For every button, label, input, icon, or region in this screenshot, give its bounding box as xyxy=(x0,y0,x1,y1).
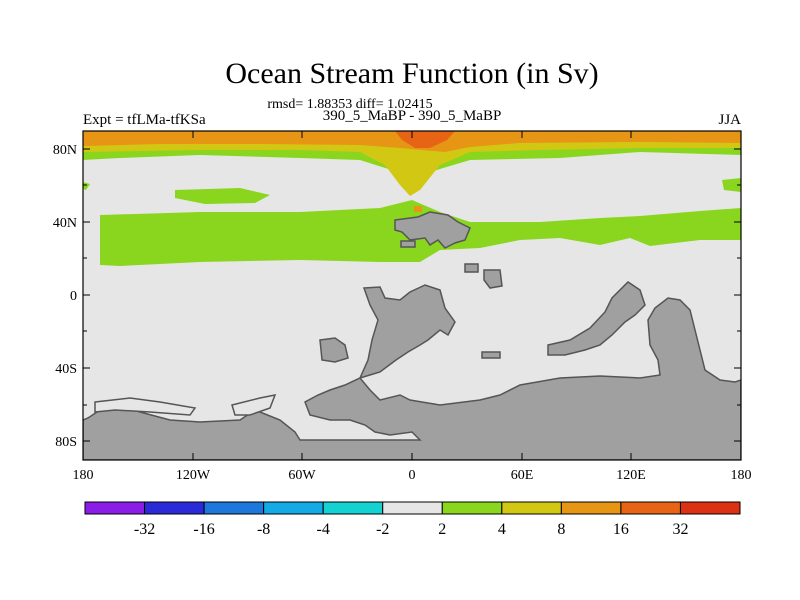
colorbar-label-3: -4 xyxy=(317,521,330,538)
experiment-label: Expt = tfLMa-tfKSa xyxy=(83,112,206,128)
contour-band-4-far-west xyxy=(83,182,90,190)
lon-label-0: 0 xyxy=(409,468,416,483)
ocean-inlet-west xyxy=(94,397,197,416)
period-label: 390_5_MaBP - 390_5_MaBP xyxy=(323,108,502,124)
colorbar-label-9: 32 xyxy=(672,521,688,538)
lon-label-180w: 180 xyxy=(73,468,94,483)
land-small-island-a xyxy=(400,240,416,248)
lat-label-80n: 80N xyxy=(53,143,77,158)
land-north-atlantic xyxy=(394,211,471,249)
lat-label-40n: 40N xyxy=(53,216,77,231)
season-label: JJA xyxy=(718,112,741,128)
colorbar xyxy=(84,501,741,515)
contour-band-32 xyxy=(395,131,455,148)
colorbar-box-4 xyxy=(322,501,384,515)
colorbar-label-6: 4 xyxy=(498,521,506,538)
contour-band-16-spot xyxy=(414,206,422,212)
lon-label-120e: 120E xyxy=(616,468,646,483)
lon-label-60w: 60W xyxy=(288,468,316,483)
colorbar-label-5: 2 xyxy=(438,521,446,538)
colorbar-box-6 xyxy=(441,501,503,515)
lat-label-0: 0 xyxy=(70,289,77,304)
lat-label-40s: 40S xyxy=(55,362,77,377)
colorbar-box-5 xyxy=(382,501,443,515)
ocean-inlet-mid xyxy=(231,393,277,416)
land-africa-tip xyxy=(319,337,349,363)
colorbar-box-7 xyxy=(501,501,562,515)
stream-function-map xyxy=(83,131,741,460)
lat-label-80s: 80S xyxy=(55,435,77,450)
plot-title: Ocean Stream Function (in Sv) xyxy=(225,57,598,90)
contour-band-4-upper-east xyxy=(722,178,741,192)
colorbar-label-8: 16 xyxy=(613,521,629,538)
colorbar-label-0: -32 xyxy=(134,521,155,538)
colorbar-label-7: 8 xyxy=(557,521,565,538)
lat-tick-marks xyxy=(83,148,741,442)
contour-band-8 xyxy=(83,131,741,196)
lat-tick-labels: 80N 40N 0 40S 80S xyxy=(53,143,77,450)
contour-band-4-upper-west xyxy=(175,188,270,204)
stats-label: rmsd= 1.88353 diff= 1.02415 xyxy=(267,97,432,112)
colorbar-label-1: -16 xyxy=(193,521,214,538)
colorbar-box-0 xyxy=(84,501,146,515)
land-strip xyxy=(481,351,501,359)
colorbar-box-8 xyxy=(560,501,622,515)
lon-tick-marks xyxy=(82,131,742,460)
colorbar-box-9 xyxy=(620,501,681,515)
lon-tick-labels: 180 120W 60W 0 60E 120E 180 xyxy=(73,468,752,483)
colorbar-label-2: -8 xyxy=(257,521,270,538)
lon-label-60e: 60E xyxy=(511,468,534,483)
colorbar-box-3 xyxy=(263,501,324,515)
land-small-island-c xyxy=(483,269,503,289)
land-east-arc xyxy=(547,281,646,356)
land-small-island-b xyxy=(464,263,479,273)
colorbar-box-1 xyxy=(144,501,205,515)
colorbar-label-4: -2 xyxy=(376,521,389,538)
colorbar-box-10 xyxy=(679,501,741,515)
colorbar-box-2 xyxy=(203,501,265,515)
colorbar-labels: -32 -16 -8 -4 -2 2 4 8 16 32 xyxy=(134,521,689,538)
lon-label-120w: 120W xyxy=(176,468,211,483)
lon-label-180e: 180 xyxy=(731,468,752,483)
